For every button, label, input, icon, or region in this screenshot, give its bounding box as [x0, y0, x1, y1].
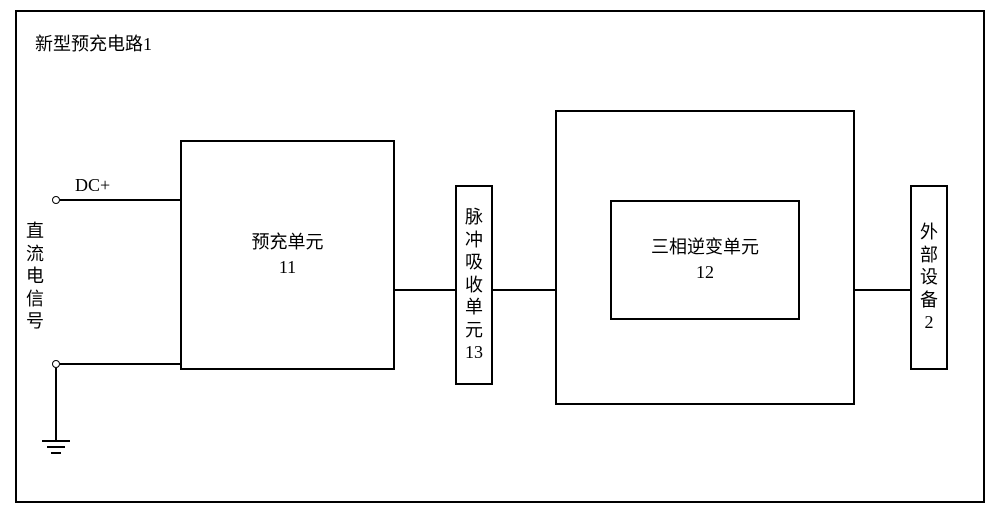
pulse-absorb-label: 脉 冲 吸 收 单 元 13 — [465, 206, 483, 364]
diagram-title: 新型预充电路1 — [35, 30, 152, 56]
diagram-canvas: 新型预充电路1 DC+ 直 流 电 信 号 预充单元 11 脉 冲 吸 收 单 — [0, 0, 1000, 513]
dc-plus-label: DC+ — [75, 175, 110, 196]
external-device-label: 外 部 设 备 2 — [920, 221, 938, 334]
wire-precharge-to-pulse — [395, 289, 455, 291]
ground-symbol — [40, 440, 80, 464]
pulse-absorb-block: 脉 冲 吸 收 单 元 13 — [455, 185, 493, 385]
precharge-unit-label: 预充单元 — [252, 230, 324, 255]
dc-signal-label: 直 流 电 信 号 — [26, 220, 44, 333]
external-device-block: 外 部 设 备 2 — [910, 185, 948, 370]
wire-pulse-to-inverter — [493, 289, 555, 291]
inverter-label: 三相逆变单元 — [651, 235, 759, 260]
terminal-dc-minus — [52, 360, 60, 368]
precharge-unit-block: 预充单元 11 — [180, 140, 395, 370]
inverter-id: 12 — [696, 260, 714, 285]
terminal-dc-plus — [52, 196, 60, 204]
precharge-unit-id: 11 — [279, 255, 296, 280]
wire-inverter-to-external — [855, 289, 910, 291]
wire-to-ground-vertical — [55, 368, 57, 440]
wire-dcplus-to-precharge — [60, 199, 180, 201]
wire-dcminus-to-precharge — [60, 363, 180, 365]
inverter-inner-block: 三相逆变单元 12 — [610, 200, 800, 320]
